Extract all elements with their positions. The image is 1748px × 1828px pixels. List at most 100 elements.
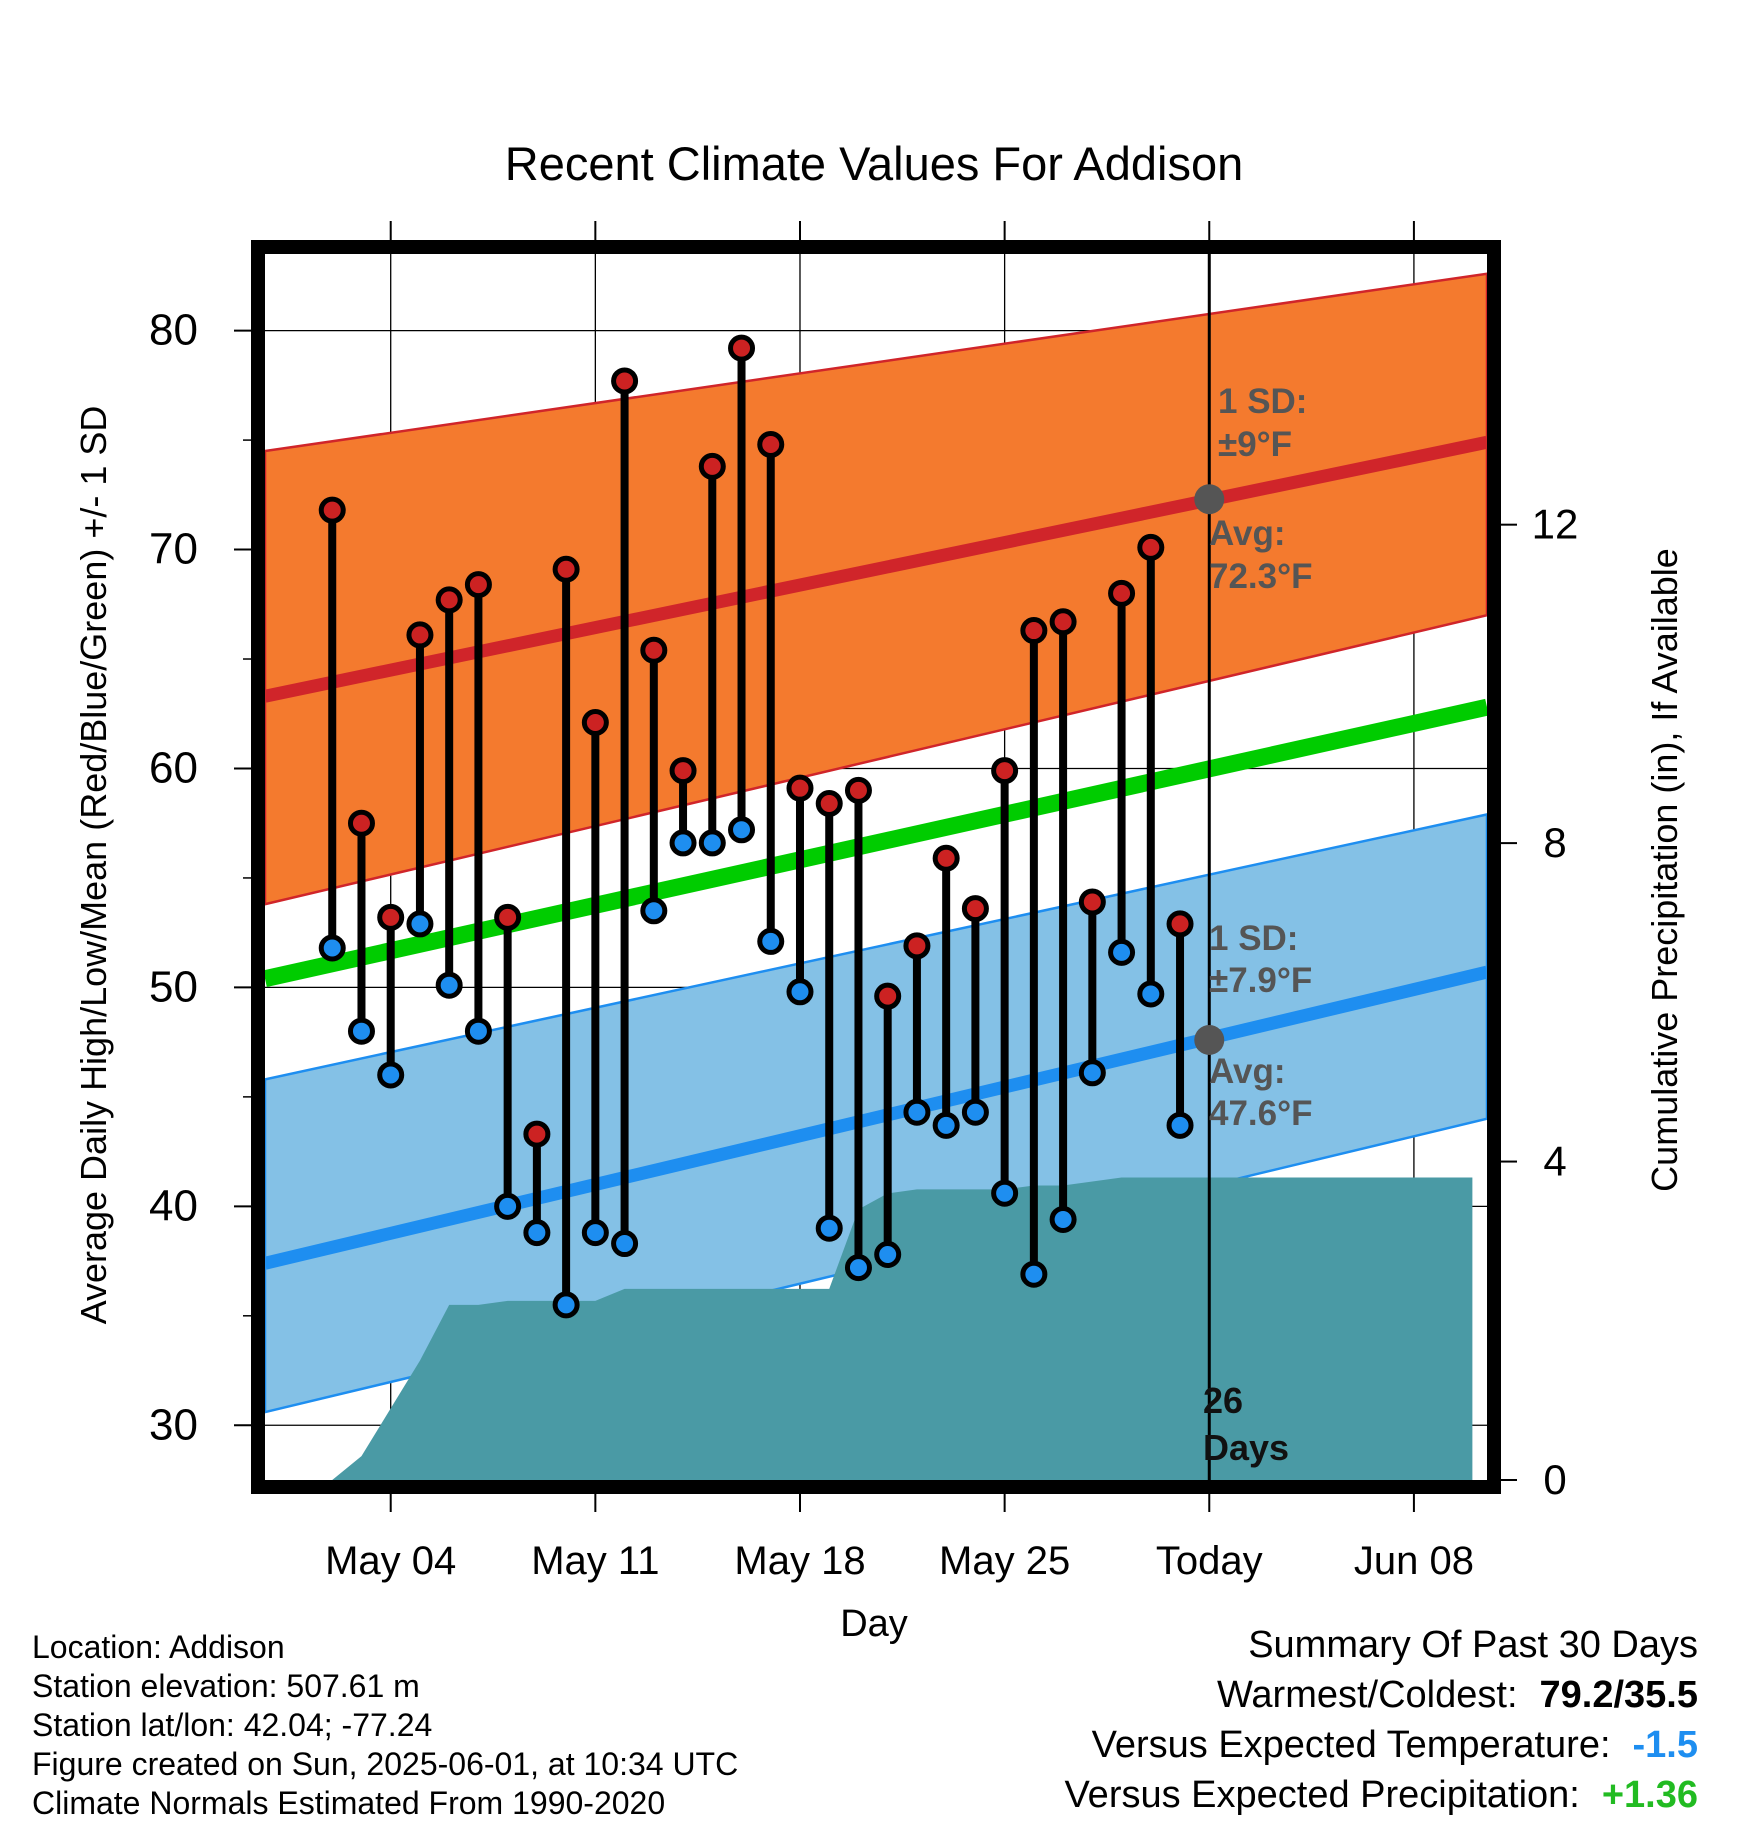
- daily-low-point: [318, 934, 346, 962]
- daily-high-point: [1166, 910, 1194, 938]
- daily-high-point: [844, 776, 872, 804]
- chart-title: Recent Climate Values For Addison: [505, 137, 1243, 190]
- low-avg-value: 47.6°F: [1209, 1094, 1313, 1133]
- daily-low-point: [1137, 980, 1165, 1008]
- daily-low-point: [611, 1230, 639, 1258]
- days-annotation: 26 Days: [1203, 1380, 1289, 1468]
- temp-anomaly-label: Versus Expected Temperature:: [1091, 1724, 1611, 1766]
- y-tick-label: 50: [149, 962, 198, 1011]
- daily-low-point: [1049, 1205, 1077, 1233]
- daily-low-point: [757, 927, 785, 955]
- daily-low-point: [903, 1098, 931, 1126]
- low-avg-marker: [1194, 1024, 1225, 1055]
- y-right-tick-label: 4: [1543, 1138, 1566, 1185]
- info-created: Figure created on Sun, 2025-06-01, at 10…: [32, 1746, 739, 1782]
- high-sd-band: [265, 272, 1487, 906]
- daily-low-point: [1166, 1111, 1194, 1139]
- daily-high-point: [640, 636, 668, 664]
- summary-precip: Versus Expected Precipitation: +1.36: [1064, 1770, 1698, 1820]
- daily-high-point: [932, 844, 960, 872]
- daily-high-point: [581, 709, 609, 737]
- plot-frame: [251, 240, 1501, 1494]
- daily-low-point: [698, 829, 726, 857]
- high-sd-annotation: 1 SD: ±9°F Avg: 72.3°F: [1209, 382, 1313, 596]
- daily-high-point: [377, 903, 405, 931]
- x-tick-label: May 04: [325, 1539, 456, 1583]
- high-sd-value: ±9°F: [1218, 425, 1292, 464]
- low-sd-value: ±7.9°F: [1209, 961, 1312, 1000]
- daily-high-point: [728, 334, 756, 362]
- warmest-coldest-value: 79.2/35.5: [1539, 1674, 1698, 1716]
- y-right-tick-label: 8: [1543, 819, 1566, 866]
- x-tick-label: May 25: [939, 1539, 1070, 1583]
- days-count: 26: [1203, 1380, 1243, 1421]
- x-tick-label: Jun 08: [1354, 1539, 1474, 1583]
- daily-low-point: [1108, 938, 1136, 966]
- summary-temp: Versus Expected Temperature: -1.5: [1064, 1720, 1698, 1770]
- daily-low-point: [728, 816, 756, 844]
- x-tick-label: Today: [1156, 1539, 1263, 1583]
- y-tick-label: 30: [149, 1400, 198, 1449]
- daily-high-point: [669, 757, 697, 785]
- x-tick-label: May 11: [531, 1539, 659, 1583]
- x-tick-label: May 18: [734, 1539, 865, 1583]
- daily-low-point: [1078, 1059, 1106, 1087]
- daily-high-point: [611, 367, 639, 395]
- daily-low-point: [961, 1098, 989, 1126]
- daily-low-point: [377, 1061, 405, 1089]
- daily-low-point: [1020, 1260, 1048, 1288]
- high-sd-label: 1 SD:: [1218, 382, 1307, 421]
- daily-low-point: [669, 829, 697, 857]
- daily-high-point: [1078, 888, 1106, 916]
- precip-anomaly-label: Versus Expected Precipitation:: [1064, 1774, 1580, 1816]
- low-sd-annotation: 1 SD: ±7.9°F Avg: 47.6°F: [1209, 919, 1313, 1133]
- daily-high-point: [1137, 533, 1165, 561]
- cumulative-precip-area: [303, 1177, 1473, 1480]
- daily-low-point: [552, 1291, 580, 1319]
- daily-high-point: [991, 757, 1019, 785]
- daily-low-point: [464, 1017, 492, 1045]
- axis-ticks: [234, 221, 1517, 1512]
- warmest-coldest-label: Warmest/Coldest:: [1216, 1674, 1518, 1716]
- daily-high-point: [406, 621, 434, 649]
- summary-title: Summary Of Past 30 Days: [1248, 1624, 1698, 1666]
- daily-high-point: [1020, 617, 1048, 645]
- summary-warmest-coldest: Warmest/Coldest: 79.2/35.5: [1064, 1670, 1698, 1720]
- daily-high-point: [347, 809, 375, 837]
- high-avg-value: 72.3°F: [1209, 557, 1313, 596]
- daily-high-point: [698, 452, 726, 480]
- summary-panel: Summary Of Past 30 Days Warmest/Coldest:…: [1064, 1620, 1698, 1820]
- daily-high-point: [874, 982, 902, 1010]
- daily-high-point: [552, 555, 580, 583]
- daily-low-point: [991, 1179, 1019, 1207]
- daily-low-point: [815, 1214, 843, 1242]
- daily-high-point: [464, 571, 492, 599]
- daily-low-point: [581, 1219, 609, 1247]
- normal-low-line: [265, 965, 1487, 1270]
- x-axis-label: Day: [840, 1603, 908, 1645]
- daily-high-point: [1108, 579, 1136, 607]
- daily-low-point: [406, 910, 434, 938]
- y-axis-label: Average Daily High/Low/Mean (Red/Blue/Gr…: [73, 406, 114, 1325]
- daily-low-point: [844, 1254, 872, 1282]
- low-sd-label: 1 SD:: [1209, 919, 1298, 958]
- normal-high-line: [265, 435, 1487, 703]
- y-tick-label: 80: [149, 306, 198, 355]
- low-avg-label: Avg:: [1209, 1052, 1285, 1091]
- temp-anomaly-value: -1.5: [1632, 1724, 1698, 1766]
- daily-high-point: [786, 774, 814, 802]
- high-avg-marker: [1194, 484, 1225, 515]
- daily-high-point: [523, 1120, 551, 1148]
- info-normals: Climate Normals Estimated From 1990-2020: [32, 1785, 666, 1821]
- normal-mean-line: [265, 698, 1487, 987]
- daily-high-point: [815, 790, 843, 818]
- info-location: Location: Addison: [32, 1629, 285, 1665]
- y-tick-label: 40: [149, 1181, 198, 1230]
- daily-high-point: [961, 895, 989, 923]
- daily-low-point: [932, 1111, 960, 1139]
- y-right-axis-label: Cumulative Precipitation (in), If Availa…: [1644, 548, 1685, 1192]
- high-avg-label: Avg:: [1209, 514, 1285, 553]
- daily-low-point: [523, 1219, 551, 1247]
- daily-high-point: [1049, 608, 1077, 636]
